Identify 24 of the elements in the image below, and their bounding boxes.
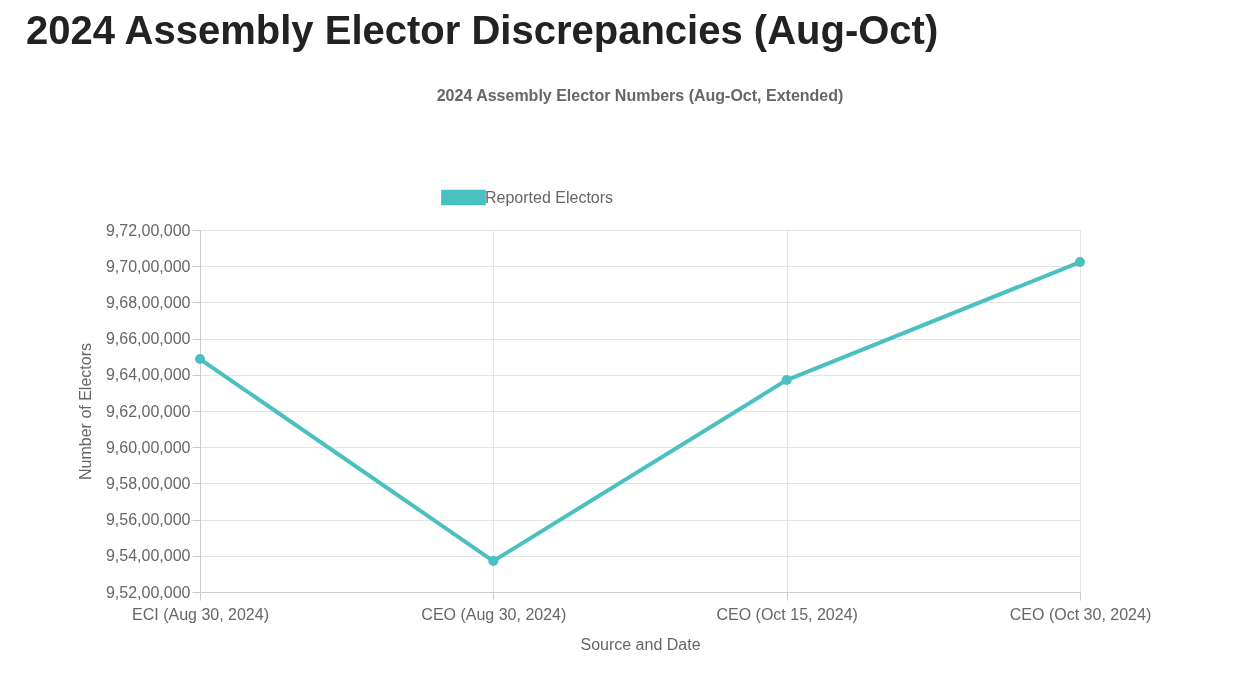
point [195, 354, 205, 365]
y-tick-label: 9,58,00,000 [105, 474, 191, 492]
point [488, 556, 499, 567]
y-tick-label: 9,56,00,000 [105, 511, 191, 529]
x-tick-label: CEO (Aug 30, 2024) [421, 605, 567, 623]
point [1075, 257, 1085, 268]
y-tick-label: 9,68,00,000 [105, 293, 191, 311]
x-axis-title: Source and Date [580, 635, 701, 653]
point [781, 375, 792, 386]
x-tick-label: CEO (Oct 30, 2024) [1009, 605, 1152, 623]
y-tick-label: 9,52,00,000 [105, 583, 191, 601]
y-tick-label: 9,64,00,000 [105, 366, 191, 384]
chart-subtitle: 2024 Assembly Elector Numbers (Aug-Oct, Extended) [436, 87, 844, 104]
y-tick-label: 9,60,00,000 [105, 438, 191, 456]
y-tick-label: 9,70,00,000 [105, 257, 191, 275]
y-tick-label: 9,66,00,000 [105, 330, 191, 348]
y-tick-label: 9,62,00,000 [105, 402, 191, 420]
y-tick-label: 9,54,00,000 [105, 547, 191, 565]
x-tick-label: CEO (Oct 15, 2024) [716, 605, 858, 623]
chart-title: 2024 Assembly Elector Discrepancies (Aug-Oct) [26, 8, 939, 53]
legend-label: Reported Electors [485, 188, 614, 206]
x-tick-label: ECI (Aug 30, 2024) [132, 605, 269, 623]
y-tick-label: 9,72,00,000 [105, 221, 191, 239]
y-axis-title: Number of Electors [76, 343, 94, 480]
